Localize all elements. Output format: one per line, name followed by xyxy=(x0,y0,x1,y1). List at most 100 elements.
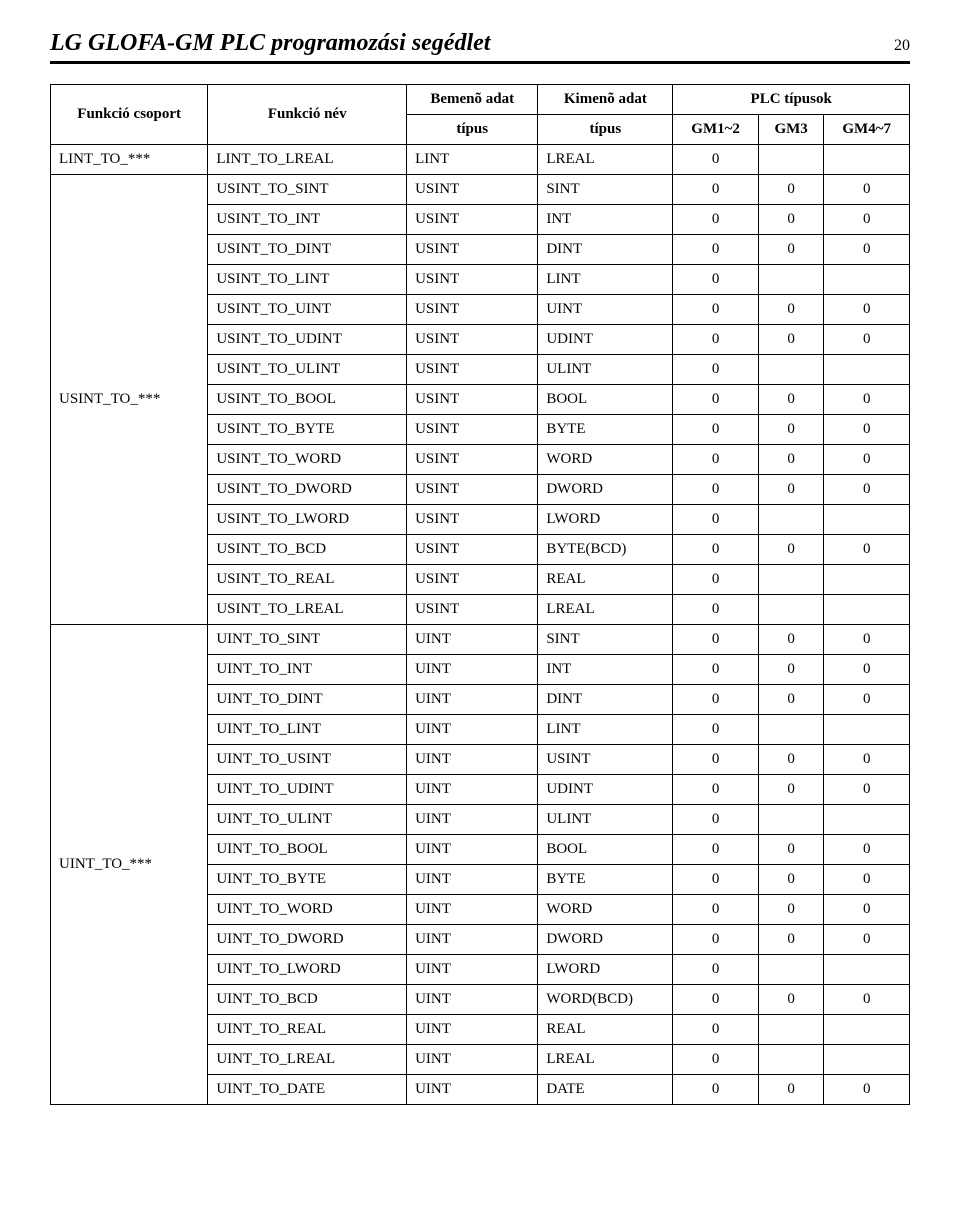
cell-plc-support: 0 xyxy=(673,745,759,775)
cell-output-type: BYTE xyxy=(538,865,673,895)
cell-plc-support: 0 xyxy=(758,175,824,205)
cell-output-type: BOOL xyxy=(538,835,673,865)
cell-func-name: UINT_TO_DINT xyxy=(208,685,407,715)
cell-output-type: INT xyxy=(538,205,673,235)
cell-plc-support xyxy=(824,265,910,295)
cell-plc-support: 0 xyxy=(673,475,759,505)
cell-input-type: UINT xyxy=(407,955,538,985)
cell-plc-support: 0 xyxy=(758,925,824,955)
cell-output-type: SINT xyxy=(538,175,673,205)
cell-plc-support xyxy=(824,1015,910,1045)
cell-plc-support xyxy=(758,1045,824,1075)
cell-input-type: UINT xyxy=(407,745,538,775)
table-body: LINT_TO_***LINT_TO_LREALLINTLREAL0USINT_… xyxy=(51,145,910,1105)
table-row: LINT_TO_***LINT_TO_LREALLINTLREAL0 xyxy=(51,145,910,175)
th-gm1-2: GM1~2 xyxy=(673,115,759,145)
cell-output-type: BOOL xyxy=(538,385,673,415)
table-row: USINT_TO_***USINT_TO_SINTUSINTSINT000 xyxy=(51,175,910,205)
cell-output-type: REAL xyxy=(538,565,673,595)
th-input-top: Bemenõ adat xyxy=(407,85,538,115)
cell-plc-support: 0 xyxy=(758,415,824,445)
cell-input-type: UINT xyxy=(407,685,538,715)
cell-input-type: USINT xyxy=(407,265,538,295)
cell-plc-support xyxy=(758,1015,824,1045)
cell-func-name: USINT_TO_LINT xyxy=(208,265,407,295)
cell-plc-support: 0 xyxy=(673,1015,759,1045)
cell-plc-support: 0 xyxy=(673,325,759,355)
cell-input-type: USINT xyxy=(407,355,538,385)
cell-output-type: REAL xyxy=(538,1015,673,1045)
cell-plc-support: 0 xyxy=(673,295,759,325)
cell-plc-support: 0 xyxy=(758,745,824,775)
cell-func-name: USINT_TO_UINT xyxy=(208,295,407,325)
cell-func-name: UINT_TO_BOOL xyxy=(208,835,407,865)
cell-output-type: USINT xyxy=(538,745,673,775)
cell-input-type: UINT xyxy=(407,775,538,805)
th-func-group: Funkció csoport xyxy=(51,85,208,145)
cell-output-type: ULINT xyxy=(538,805,673,835)
cell-output-type: DWORD xyxy=(538,925,673,955)
cell-func-name: UINT_TO_LWORD xyxy=(208,955,407,985)
cell-plc-support: 0 xyxy=(758,985,824,1015)
cell-plc-support: 0 xyxy=(758,835,824,865)
cell-func-name: UINT_TO_BCD xyxy=(208,985,407,1015)
cell-plc-support: 0 xyxy=(758,895,824,925)
table-header: Funkció csoport Funkció név Bemenõ adat … xyxy=(51,85,910,145)
cell-plc-support xyxy=(824,595,910,625)
cell-plc-support: 0 xyxy=(824,625,910,655)
th-gm3: GM3 xyxy=(758,115,824,145)
cell-plc-support: 0 xyxy=(673,775,759,805)
cell-input-type: UINT xyxy=(407,835,538,865)
cell-plc-support: 0 xyxy=(673,445,759,475)
cell-plc-support xyxy=(824,715,910,745)
cell-func-group: UINT_TO_*** xyxy=(51,625,208,1105)
cell-input-type: UINT xyxy=(407,1015,538,1045)
cell-plc-support: 0 xyxy=(673,805,759,835)
cell-output-type: LWORD xyxy=(538,955,673,985)
cell-input-type: UINT xyxy=(407,985,538,1015)
cell-func-group: USINT_TO_*** xyxy=(51,175,208,625)
cell-func-name: USINT_TO_LREAL xyxy=(208,595,407,625)
cell-output-type: LWORD xyxy=(538,505,673,535)
cell-plc-support: 0 xyxy=(673,1045,759,1075)
cell-plc-support: 0 xyxy=(824,535,910,565)
cell-func-name: UINT_TO_BYTE xyxy=(208,865,407,895)
cell-input-type: UINT xyxy=(407,895,538,925)
cell-plc-support: 0 xyxy=(673,895,759,925)
cell-plc-support: 0 xyxy=(673,265,759,295)
cell-plc-support xyxy=(824,145,910,175)
cell-input-type: UINT xyxy=(407,865,538,895)
cell-input-type: USINT xyxy=(407,475,538,505)
cell-plc-support xyxy=(824,1045,910,1075)
cell-func-name: USINT_TO_BYTE xyxy=(208,415,407,445)
cell-output-type: BYTE(BCD) xyxy=(538,535,673,565)
cell-func-name: UINT_TO_SINT xyxy=(208,625,407,655)
th-plc-types: PLC típusok xyxy=(673,85,910,115)
cell-plc-support xyxy=(758,595,824,625)
cell-plc-support: 0 xyxy=(673,865,759,895)
th-input-bot: típus xyxy=(407,115,538,145)
cell-plc-support: 0 xyxy=(824,745,910,775)
cell-func-name: UINT_TO_LINT xyxy=(208,715,407,745)
cell-plc-support xyxy=(824,565,910,595)
cell-plc-support xyxy=(824,355,910,385)
cell-input-type: UINT xyxy=(407,655,538,685)
cell-plc-support: 0 xyxy=(824,925,910,955)
cell-plc-support: 0 xyxy=(824,685,910,715)
cell-output-type: ULINT xyxy=(538,355,673,385)
cell-plc-support: 0 xyxy=(824,895,910,925)
plc-function-table: Funkció csoport Funkció név Bemenõ adat … xyxy=(50,84,910,1105)
cell-output-type: LREAL xyxy=(538,1045,673,1075)
cell-plc-support: 0 xyxy=(824,445,910,475)
cell-plc-support: 0 xyxy=(758,1075,824,1105)
cell-input-type: USINT xyxy=(407,325,538,355)
cell-plc-support: 0 xyxy=(824,235,910,265)
cell-plc-support: 0 xyxy=(673,505,759,535)
cell-input-type: USINT xyxy=(407,175,538,205)
cell-plc-support: 0 xyxy=(824,175,910,205)
cell-func-name: UINT_TO_LREAL xyxy=(208,1045,407,1075)
header-page-number: 20 xyxy=(894,37,910,55)
cell-input-type: UINT xyxy=(407,925,538,955)
cell-plc-support xyxy=(824,805,910,835)
cell-input-type: USINT xyxy=(407,445,538,475)
